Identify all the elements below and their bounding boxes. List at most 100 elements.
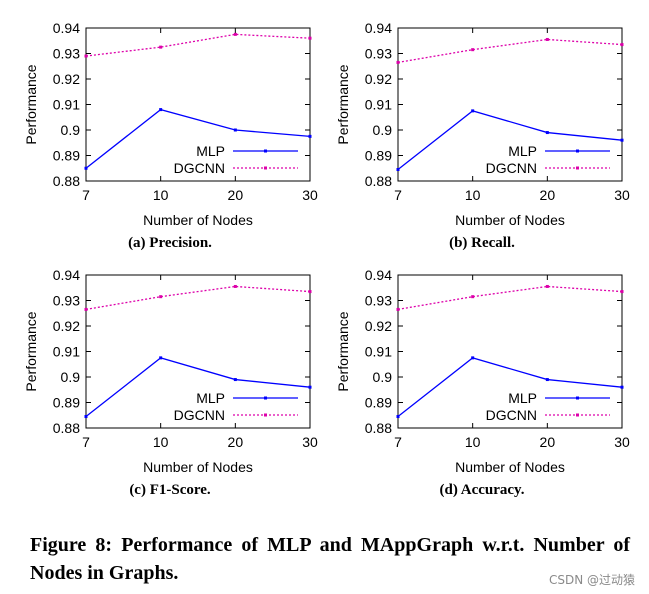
y-tick-label: 0.94 (365, 20, 392, 36)
data-point-dgcnn (545, 37, 549, 41)
data-point-dgcnn (471, 48, 475, 52)
y-tick-label: 0.9 (373, 369, 393, 385)
series-line-mlp (397, 357, 623, 418)
y-tick-label: 0.9 (61, 122, 81, 138)
data-point-dgcnn (84, 307, 88, 311)
x-tick-label: 10 (153, 187, 169, 203)
data-point-mlp (159, 108, 163, 112)
x-tick-label: 20 (228, 434, 244, 450)
series-line-dgcnn (85, 285, 311, 311)
data-point-mlp (471, 109, 475, 113)
legend-marker (576, 166, 579, 170)
data-point-mlp (545, 378, 549, 382)
data-point-dgcnn (308, 290, 312, 294)
data-point-dgcnn (308, 36, 312, 40)
y-tick-label: 0.91 (365, 97, 392, 113)
watermark: CSDN @过动猿 (548, 573, 635, 587)
data-point-dgcnn (233, 284, 237, 288)
legend-marker (264, 396, 267, 400)
y-tick-label: 0.94 (53, 20, 80, 36)
legend-label: MLP (508, 143, 537, 159)
y-tick-label: 0.91 (53, 97, 80, 113)
y-tick-label: 0.92 (365, 71, 392, 87)
data-point-dgcnn (159, 295, 163, 299)
legend-marker (576, 149, 579, 153)
legend-label: MLP (196, 390, 225, 406)
chart-svg: 0.88 0.89 0.9 0.91 0.92 0.93 0.94 7 10 20 30 Number… (335, 20, 630, 228)
y-tick-label: 0.89 (53, 395, 80, 411)
x-tick-label: 30 (302, 187, 318, 203)
data-point-mlp (233, 378, 237, 382)
legend-marker (264, 149, 267, 153)
data-point-mlp (620, 138, 624, 142)
data-point-dgcnn (233, 32, 237, 36)
legend-marker (576, 396, 579, 400)
x-tick-label: 30 (302, 434, 318, 450)
y-tick-label: 0.9 (373, 122, 393, 138)
x-tick-label: 10 (153, 434, 169, 450)
y-tick-label: 0.88 (53, 420, 80, 436)
data-point-dgcnn (159, 45, 163, 49)
legend-marker (576, 413, 579, 417)
data-point-dgcnn (620, 43, 624, 47)
x-tick-label: 7 (82, 434, 90, 450)
series-line-mlp (85, 357, 311, 418)
y-tick-label: 0.92 (53, 318, 80, 334)
x-axis-label: Number of Nodes (143, 212, 253, 228)
data-point-dgcnn (545, 284, 549, 288)
data-point-dgcnn (84, 54, 88, 58)
x-axis-label: Number of Nodes (455, 212, 565, 228)
x-tick-label: 30 (614, 187, 630, 203)
legend-label: DGCNN (486, 407, 537, 423)
y-tick-label: 0.91 (365, 344, 392, 360)
data-point-mlp (396, 415, 400, 419)
chart-svg: 0.88 0.89 0.9 0.91 0.92 0.93 0.94 7 10 20 30 Number… (23, 267, 318, 475)
y-axis-label: Performance (23, 64, 39, 144)
data-point-mlp (84, 415, 88, 419)
x-tick-label: 10 (465, 434, 481, 450)
data-point-mlp (308, 134, 312, 138)
legend-label: DGCNN (486, 160, 537, 176)
x-axis-label: Number of Nodes (143, 459, 253, 475)
y-tick-label: 0.93 (53, 293, 80, 309)
y-tick-label: 0.91 (53, 344, 80, 360)
y-tick-label: 0.88 (53, 173, 80, 189)
y-tick-label: 0.88 (365, 173, 392, 189)
figure-caption: Figure 8: Performance of MLP and MAppGra… (30, 534, 630, 584)
x-axis-label: Number of Nodes (455, 459, 565, 475)
data-point-mlp (620, 385, 624, 389)
x-tick-label: 7 (82, 187, 90, 203)
chart-panel-precision: 0.88 0.89 0.9 0.91 0.92 0.93 0.94 7 10 20 30 Number… (20, 20, 320, 255)
series-line-mlp (397, 110, 623, 171)
x-tick-label: 20 (540, 434, 556, 450)
y-axis-label: Performance (335, 311, 351, 391)
data-point-mlp (471, 356, 475, 360)
data-point-dgcnn (471, 295, 475, 299)
chart-panel-recall: 0.88 0.89 0.9 0.91 0.92 0.93 0.94 7 10 20 30 Number… (332, 20, 632, 255)
x-tick-label: 10 (465, 187, 481, 203)
y-tick-label: 0.89 (365, 148, 392, 164)
legend-marker (264, 166, 267, 170)
y-tick-label: 0.94 (365, 267, 392, 283)
x-tick-label: 7 (394, 434, 402, 450)
chart-caption: (c) F1-Score. (129, 482, 211, 498)
chart-caption: (a) Precision. (128, 235, 212, 251)
y-axis-label: Performance (23, 311, 39, 391)
x-tick-label: 7 (394, 187, 402, 203)
data-point-mlp (308, 385, 312, 389)
y-tick-label: 0.93 (365, 293, 392, 309)
data-point-mlp (396, 168, 400, 172)
legend-marker (264, 413, 267, 417)
y-tick-label: 0.89 (53, 148, 80, 164)
x-tick-label: 20 (228, 187, 244, 203)
series-line-dgcnn (397, 38, 623, 64)
y-tick-label: 0.93 (365, 46, 392, 62)
chart-svg: 0.88 0.89 0.9 0.91 0.92 0.93 0.94 7 10 20 30 Number… (335, 267, 630, 475)
y-tick-label: 0.88 (365, 420, 392, 436)
chart-svg: 0.88 0.89 0.9 0.91 0.92 0.93 0.94 7 10 20 30 Number… (23, 20, 318, 228)
series-line-dgcnn (85, 33, 311, 57)
chart-caption: (b) Recall. (449, 235, 515, 251)
chart-panel-f1-score: 0.88 0.89 0.9 0.91 0.92 0.93 0.94 7 10 20 30 Number… (20, 267, 320, 502)
y-tick-label: 0.94 (53, 267, 80, 283)
data-point-mlp (84, 166, 88, 170)
